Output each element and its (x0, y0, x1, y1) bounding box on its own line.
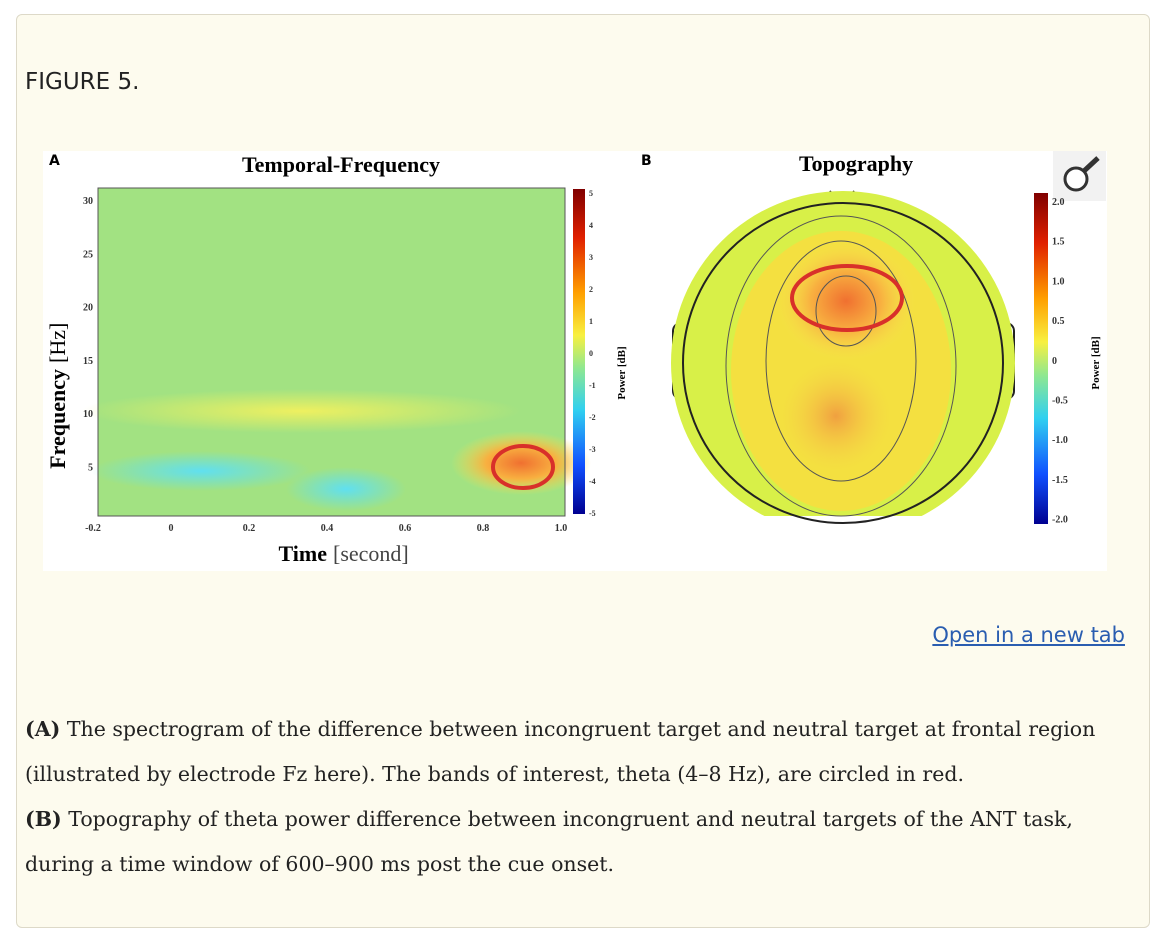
colorbar-label: Power [dB] (1090, 336, 1102, 389)
colorbar-tick-label: -2.0 (1052, 515, 1068, 526)
colorbar-tick-label: 0.5 (1052, 316, 1065, 327)
colorbar-tick-label: -5 (589, 509, 596, 518)
colorbar-tick-label: 2 (589, 285, 593, 294)
x-tick-label: 0.6 (399, 523, 412, 534)
caption: (A) The spectrogram of the difference be… (25, 707, 1135, 887)
figure-card: FIGURE 5. (16, 14, 1150, 928)
colorbar-tick-label: 0 (589, 349, 593, 358)
colorbar-tick-label: 0 (1052, 356, 1057, 367)
colorbar-tick-label: 1.5 (1052, 237, 1065, 248)
x-tick-label: 0.2 (243, 523, 256, 534)
spectrogram (81, 187, 591, 517)
colorbar-tick-label: -1 (589, 381, 596, 390)
y-tick-label: 25 (83, 249, 93, 260)
colorbar-tick-label: -2 (589, 413, 596, 422)
y-axis-unit: [Hz] (45, 323, 70, 363)
caption-paragraph: (B) Topography of theta power difference… (25, 797, 1135, 887)
colorbar-tick-label: 5 (589, 189, 593, 198)
x-tick-label: 0 (169, 523, 174, 534)
zoom-icon[interactable] (1053, 151, 1106, 201)
colorbar-tick-label: -1.5 (1052, 475, 1068, 486)
topography (671, 190, 1048, 524)
y-axis-label: Frequency (45, 369, 70, 469)
caption-text: Topography of theta power difference bet… (25, 807, 1073, 876)
caption-text: The spectrogram of the difference betwee… (25, 717, 1096, 786)
colorbar-tick-label: 4 (589, 221, 593, 230)
caption-paragraph: (A) The spectrogram of the difference be… (25, 707, 1135, 797)
colorbar-tick-label: 1 (589, 317, 593, 326)
colorbar-tick-label: 2.0 (1052, 197, 1065, 208)
x-tick-label: 0.8 (477, 523, 490, 534)
y-tick-label: 10 (83, 409, 93, 420)
open-link[interactable]: Open in a new tab (932, 623, 1125, 647)
colorbar-tick-label: 3 (589, 253, 593, 262)
x-tick-label: 0.4 (321, 523, 334, 534)
ticks: -0.2 0 0.2 0.4 0.6 0.8 1.030252015105543210-1-… (83, 189, 1068, 534)
colorbar-label: Power [dB] (616, 346, 628, 399)
colorbar-tick-label: 1.0 (1052, 276, 1065, 287)
colorbar-tick-label: -3 (589, 445, 596, 454)
x-axis-label: Time (279, 541, 328, 566)
y-tick-label: 5 (88, 463, 93, 474)
caption-label: (A) (25, 717, 61, 741)
panel-title: Topography (799, 151, 913, 176)
panel-label: A (49, 153, 60, 169)
panel-label: B (641, 153, 652, 169)
figure-label: FIGURE 5. (25, 69, 140, 95)
x-axis-unit: [second] (333, 541, 409, 566)
y-tick-label: 20 (83, 303, 93, 314)
x-tick-label: -0.2 (85, 523, 101, 534)
caption-label: (B) (25, 807, 62, 831)
y-tick-label: 30 (83, 196, 93, 207)
figure-image[interactable]: A B Temporal-Frequency Topography Time [… (43, 151, 1107, 571)
colorbar-tick-label: -1.0 (1052, 435, 1068, 446)
panel-title: Temporal-Frequency (242, 152, 440, 177)
colorbar-tick-label: -4 (589, 477, 596, 486)
y-tick-label: 15 (83, 356, 93, 367)
x-tick-label: 1.0 (555, 523, 568, 534)
colorbar-tick-label: -0.5 (1052, 396, 1068, 407)
